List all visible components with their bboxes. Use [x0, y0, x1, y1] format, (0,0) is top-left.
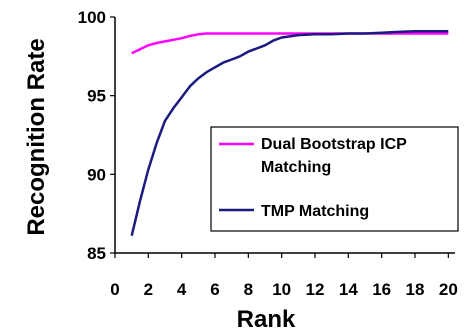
y-tick-label: 95 — [87, 87, 106, 106]
x-tick-label: 4 — [177, 280, 187, 299]
y-tick-label: 90 — [87, 165, 106, 184]
axes — [114, 17, 455, 254]
series-tmp-matching-line — [130, 29, 449, 236]
x-tick-label: 6 — [210, 280, 219, 299]
x-tick-label: 14 — [339, 280, 358, 299]
y-tick-label: 100 — [78, 8, 106, 27]
y-axis-title: Recognition Rate — [23, 38, 50, 235]
legend-box — [210, 126, 459, 232]
x-tick-label: 0 — [110, 280, 119, 299]
x-axis-title: Rank — [237, 306, 296, 333]
legend-label-matching-continuation: Matching — [261, 159, 331, 176]
x-tick-label: 16 — [372, 280, 391, 299]
x-ticks: 0 2 4 6 8 10 12 14 16 18 20 — [110, 253, 458, 299]
y-ticks: 85 90 95 100 — [78, 8, 115, 263]
y-tick-label: 85 — [87, 244, 106, 263]
x-tick-label: 20 — [439, 280, 458, 299]
x-tick-label: 8 — [244, 280, 253, 299]
x-tick-label: 18 — [406, 280, 425, 299]
legend-label-tmp: TMP Matching — [261, 203, 369, 220]
x-tick-label: 10 — [272, 280, 291, 299]
x-tick-label: 2 — [144, 280, 153, 299]
legend-label-dual-bootstrap: Dual Bootstrap ICP — [261, 136, 407, 153]
x-tick-label: 12 — [306, 280, 325, 299]
legend: Dual Bootstrap ICP Matching TMP Matching — [210, 126, 459, 232]
series-layer — [130, 29, 449, 236]
